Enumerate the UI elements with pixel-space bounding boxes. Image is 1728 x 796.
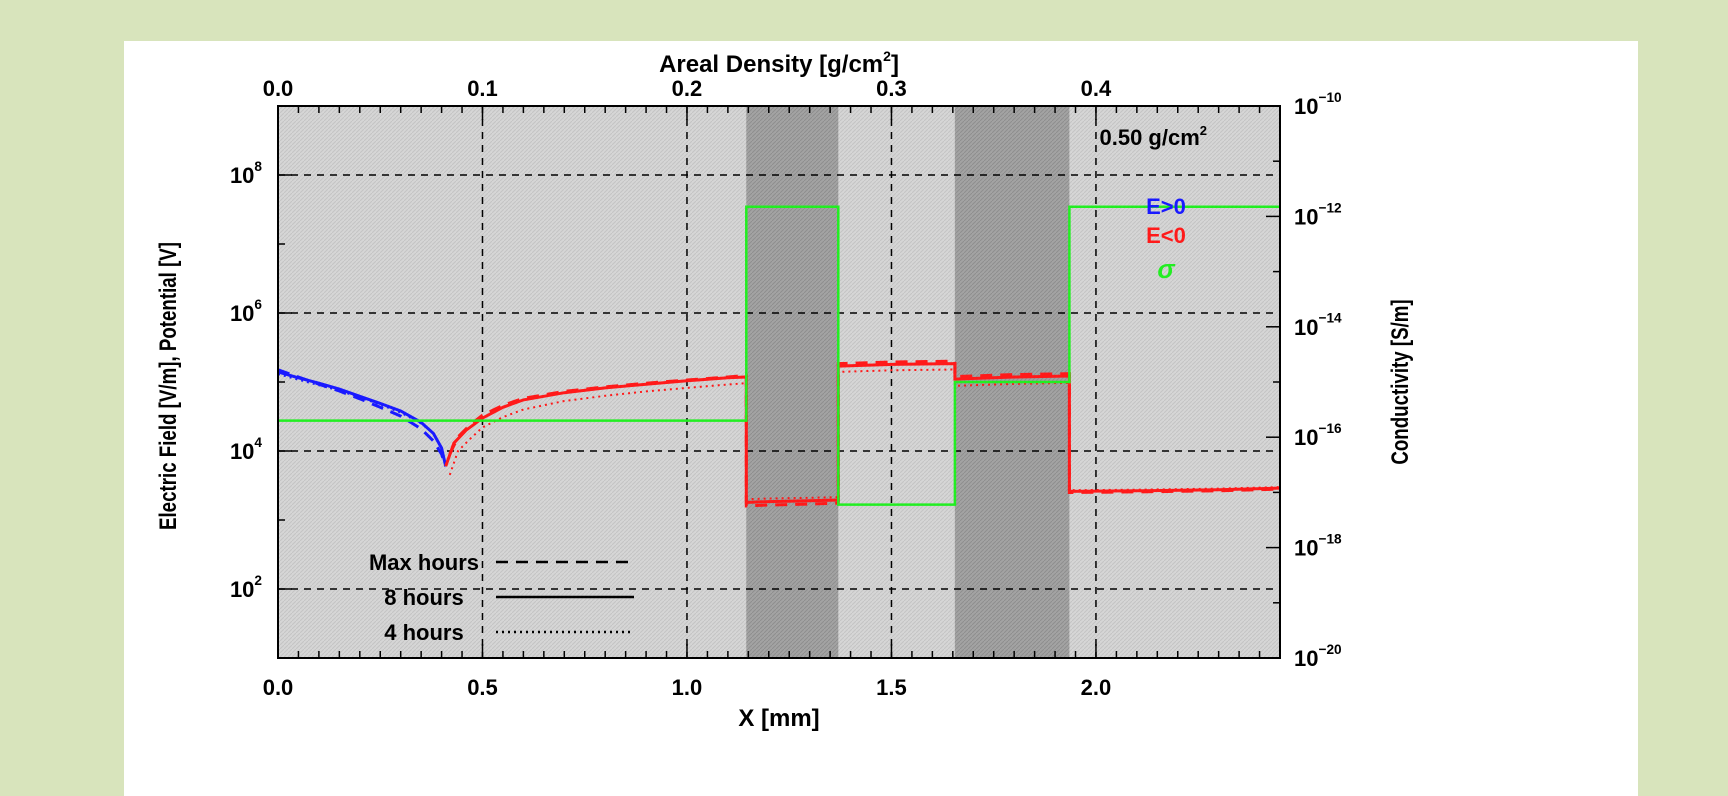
y2-tick-label: 10−16: [1294, 421, 1342, 450]
top-tick-label: 0.1: [467, 76, 498, 101]
y2-tick-label: 10−18: [1294, 532, 1342, 561]
top-tick-label: 0.0: [263, 76, 294, 101]
series-e-negative-8-hours: [444, 362, 1280, 504]
series-e-negative-max-hours: [448, 359, 1280, 508]
x-tick-label: 2.0: [1081, 675, 1112, 700]
top-tick-label: 0.2: [672, 76, 703, 101]
y-tick-label: 108: [230, 159, 262, 188]
legend-style-label: Max hours: [369, 550, 479, 575]
series-e-positive-8-hours: [278, 370, 448, 467]
y2-tick-label: 10−20: [1294, 642, 1342, 671]
series-e-positive-max-hours: [278, 368, 448, 467]
x-tick-label: 0.0: [263, 675, 294, 700]
y-axis-title: Electric Field [V/m], Potential [V]: [155, 242, 182, 530]
top-tick-label: 0.4: [1081, 76, 1112, 101]
chart: 0.0 0.5 1.0 1.5 2.0 0.0 0.1 0.2 0.3 0.4 108 106 104 1…: [155, 48, 1414, 732]
legend-sign-1: E>0: [1146, 194, 1186, 219]
legend-style-label: 8 hours: [384, 585, 463, 610]
legend-sign-2: E<0: [1146, 223, 1186, 248]
y2-axis-title: Conductivity [S/m]: [1387, 299, 1414, 464]
x-tick-label: 0.5: [467, 675, 498, 700]
legend-sign-3: σ: [1157, 254, 1176, 284]
legend-style-label: 4 hours: [384, 620, 463, 645]
figure-panel: 0.0 0.5 1.0 1.5 2.0 0.0 0.1 0.2 0.3 0.4 108 106 104 1…: [124, 41, 1638, 796]
y-tick-label: 102: [230, 573, 262, 602]
y2-tick-label: 10−12: [1294, 200, 1342, 229]
x-tick-label: 1.0: [672, 675, 703, 700]
shaded-band-1: [746, 106, 839, 658]
top-axis-title: Areal Density [g/cm2]: [659, 48, 899, 78]
series-conductivity-8-hours: [278, 205, 1280, 506]
y2-tick-label: 10−14: [1294, 311, 1342, 340]
x-tick-label: 1.5: [876, 675, 907, 700]
y2-tick-label: 10−10: [1294, 90, 1342, 119]
top-tick-label: 0.3: [876, 76, 907, 101]
y-tick-label: 106: [230, 297, 262, 326]
y-tick-label: 104: [230, 435, 262, 464]
annotation-areal-density: 0.50 g/cm2: [1099, 123, 1207, 150]
x-axis-title: X [mm]: [738, 705, 819, 732]
